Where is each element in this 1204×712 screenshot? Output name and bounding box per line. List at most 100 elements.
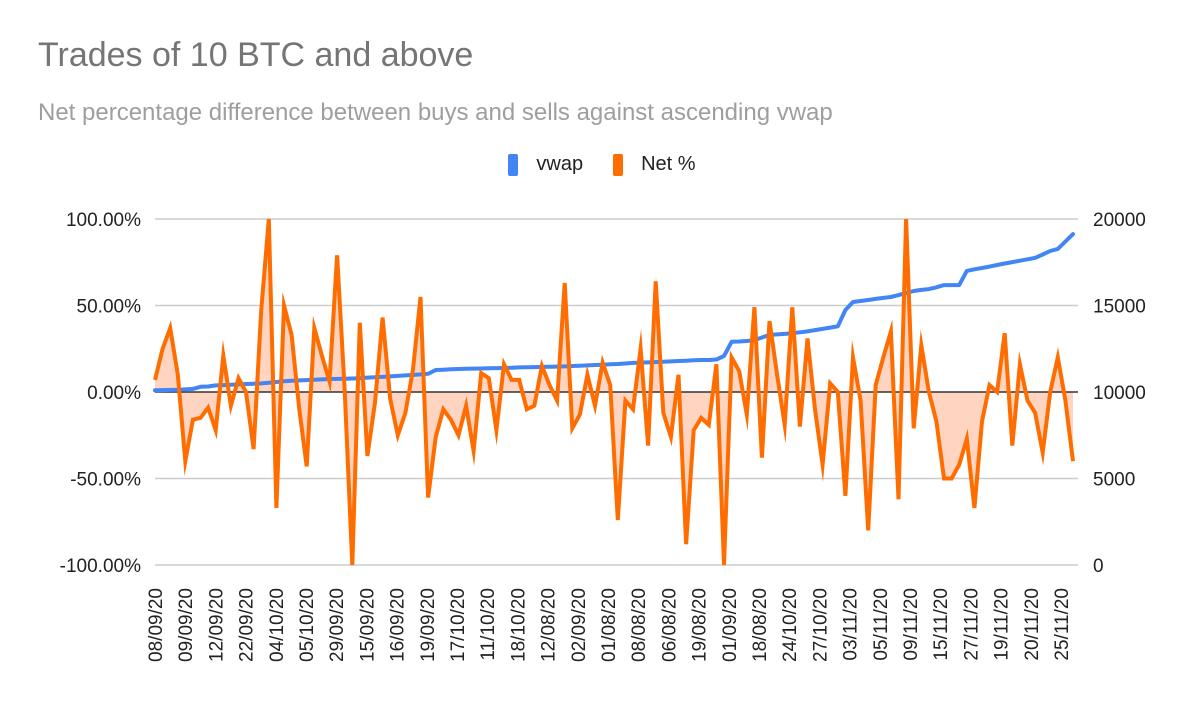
net-percent-point <box>988 383 992 387</box>
net-percent-point <box>464 404 468 408</box>
vwap-point <box>335 377 339 381</box>
vwap-point <box>229 383 233 387</box>
vwap-point <box>487 366 491 370</box>
vwap-point <box>957 283 961 287</box>
vwap-point <box>806 329 810 333</box>
x-tick-label: 19/11/20 <box>992 588 1013 661</box>
net-percent-point <box>419 295 423 299</box>
net-percent-point <box>798 425 802 429</box>
net-percent-point <box>1071 459 1075 463</box>
x-tick-label: 05/10/20 <box>297 588 318 662</box>
net-percent-point <box>639 347 643 351</box>
vwap-point <box>585 363 589 367</box>
vwap-point <box>813 328 817 332</box>
legend-swatch-vwap <box>508 153 519 176</box>
x-tick-label: 16/09/20 <box>388 588 409 662</box>
vwap-point <box>745 339 749 343</box>
net-percent-point <box>1026 399 1030 403</box>
x-tick-label: 06/08/20 <box>659 588 680 662</box>
net-percent-point <box>221 354 225 358</box>
net-percent-point <box>995 390 999 394</box>
net-percent-point <box>623 399 627 403</box>
net-percent-point <box>881 355 885 359</box>
net-percent-point <box>866 528 870 532</box>
y-axis-right: 20000 15000 10000 5000 0 <box>1093 210 1146 577</box>
net-percent-point <box>752 305 756 309</box>
net-percent-point <box>722 563 726 567</box>
vwap-point <box>722 354 726 358</box>
legend-item-net-percent[interactable]: Net % <box>613 153 696 176</box>
vwap-point <box>153 388 157 392</box>
net-percent-point <box>434 435 438 439</box>
vwap-line <box>153 232 1075 393</box>
vwap-point <box>783 332 787 336</box>
net-percent-point <box>684 542 688 546</box>
net-percent-point <box>449 418 453 422</box>
net-percent-point <box>578 413 582 417</box>
net-percent-point <box>388 397 392 401</box>
x-tick-label: 27/10/20 <box>810 588 831 662</box>
net-percent-point <box>335 253 339 257</box>
vwap-point <box>927 287 931 291</box>
x-tick-label: 20/11/20 <box>1022 588 1043 661</box>
net-percent-point <box>312 326 316 330</box>
vwap-point <box>661 360 665 364</box>
x-tick-label: 02/09/20 <box>569 588 590 662</box>
vwap-point <box>843 308 847 312</box>
net-percent-point <box>563 281 567 285</box>
x-tick-label: 15/09/20 <box>357 588 378 662</box>
y-right-tick-label: 10000 <box>1093 383 1146 404</box>
vwap-point <box>798 330 802 334</box>
net-percent-point <box>654 279 658 283</box>
y-left-tick-label: -100.00% <box>60 556 141 577</box>
vwap-point <box>221 383 225 387</box>
legend-item-vwap[interactable]: vwap <box>508 153 583 176</box>
vwap-point <box>608 362 612 366</box>
vwap-point <box>889 295 893 299</box>
net-percent-point <box>502 362 506 366</box>
net-percent-point <box>616 518 620 522</box>
net-percent-point <box>183 459 187 463</box>
vwap-point <box>563 364 567 368</box>
vwap-point <box>206 385 210 389</box>
vwap-point <box>950 283 954 287</box>
y-right-tick-label: 5000 <box>1093 470 1135 491</box>
vwap-point <box>578 364 582 368</box>
vwap-point <box>1018 259 1022 263</box>
vwap-point <box>244 382 248 386</box>
vwap-point <box>934 285 938 289</box>
vwap-point <box>752 338 756 342</box>
net-percent-point <box>510 378 514 382</box>
net-percent-point <box>1033 411 1037 415</box>
vwap-point <box>775 332 779 336</box>
net-percent-point <box>836 390 840 394</box>
net-percent-point <box>912 426 916 430</box>
vwap-point <box>836 324 840 328</box>
net-percent-point <box>517 378 521 382</box>
vwap-point <box>548 365 552 369</box>
x-tick-label: 22/09/20 <box>237 588 258 662</box>
vwap-point <box>237 382 241 386</box>
vwap-point <box>980 266 984 270</box>
x-tick-label: 01/08/20 <box>599 588 620 662</box>
vwap-point <box>259 381 263 385</box>
vwap-point <box>851 300 855 304</box>
vwap-point <box>1041 253 1045 257</box>
net-percent-point <box>828 381 832 385</box>
vwap-point <box>502 366 506 370</box>
net-percent-point <box>790 305 794 309</box>
x-tick-label: 27/11/20 <box>961 588 982 661</box>
vwap-point <box>525 365 529 369</box>
net-percent-point <box>980 419 984 423</box>
net-percent-point <box>859 399 863 403</box>
net-percent-point <box>214 428 218 432</box>
net-percent-point <box>350 563 354 567</box>
net-percent-point <box>631 407 635 411</box>
vwap-point <box>646 360 650 364</box>
net-percent-point <box>532 404 536 408</box>
net-percent-point <box>783 423 787 427</box>
y-right-tick-label: 20000 <box>1093 210 1146 231</box>
vwap-point <box>631 361 635 365</box>
net-percent-line <box>153 218 1075 566</box>
